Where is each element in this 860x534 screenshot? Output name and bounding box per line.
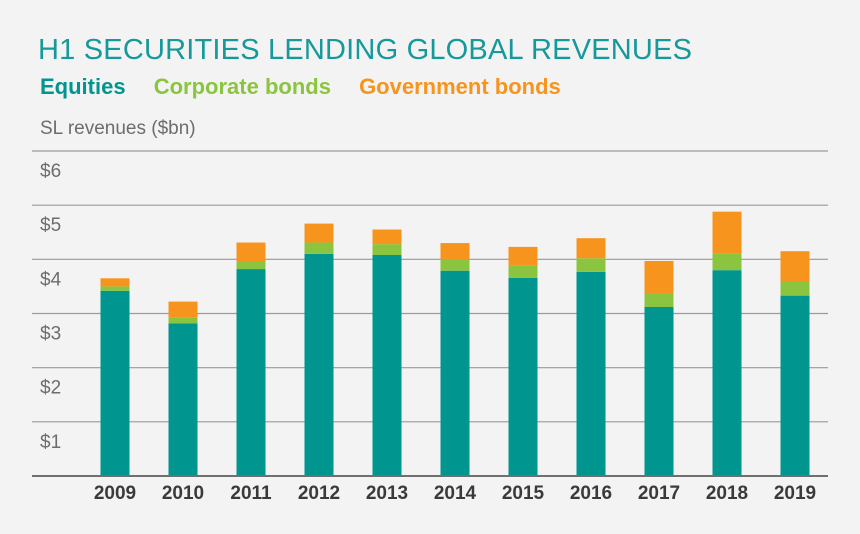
bar-government-bonds-2016 [576,238,606,259]
bar-corporate-bonds-2010 [168,317,198,324]
bar-government-bonds-2012 [304,223,334,243]
bar-corporate-bonds-2017 [644,293,674,307]
x-tick-label-2012: 2012 [298,483,340,504]
x-tick-label-2018: 2018 [706,483,748,504]
bar-corporate-bonds-2016 [576,258,606,272]
bar-corporate-bonds-2019 [780,281,810,296]
bar-equities-2016 [576,271,606,476]
bar-equities-2018 [712,270,742,476]
x-tick-label-2015: 2015 [502,483,545,504]
x-tick-label-2013: 2013 [366,483,408,504]
x-tick-label-2019: 2019 [774,483,816,504]
legend: Equities Corporate bonds Government bond… [40,74,583,100]
legend-item-equities: Equities [40,74,126,99]
x-tick-label-2014: 2014 [434,483,477,504]
x-tick-label-2009: 2009 [94,483,136,504]
y-tick-label: $6 [40,161,61,182]
bar-equities-2017 [644,307,674,476]
y-tick-label: $5 [40,215,61,236]
bar-equities-2012 [304,253,334,476]
bar-government-bonds-2013 [372,229,402,245]
bar-government-bonds-2017 [644,260,674,294]
bar-corporate-bonds-2015 [508,265,538,278]
bar-government-bonds-2018 [712,211,742,254]
bar-corporate-bonds-2012 [304,242,334,254]
bar-equities-2009 [100,290,130,476]
x-tick-label-2016: 2016 [570,483,612,504]
bar-equities-2011 [236,269,266,476]
bar-equities-2019 [780,295,810,476]
x-tick-label-2010: 2010 [162,483,204,504]
y-tick-label: $1 [40,432,61,453]
y-tick-label: $3 [40,324,61,345]
bar-corporate-bonds-2013 [372,244,402,255]
bar-equities-2014 [440,270,470,476]
legend-item-government-bonds: Government bonds [359,74,561,99]
y-tick-label: $4 [40,269,62,290]
y-axis-label: SL revenues ($bn) [40,118,196,139]
bar-corporate-bonds-2018 [712,253,742,271]
bar-corporate-bonds-2014 [440,259,470,271]
y-tick-label: $2 [40,378,61,399]
bar-government-bonds-2014 [440,243,470,260]
bar-government-bonds-2010 [168,301,198,318]
bar-equities-2010 [168,323,198,476]
x-tick-label-2017: 2017 [638,483,680,504]
bar-government-bonds-2015 [508,246,538,266]
legend-item-corporate-bonds: Corporate bonds [153,74,331,99]
bar-corporate-bonds-2009 [100,286,130,291]
bar-government-bonds-2009 [100,278,130,287]
bar-government-bonds-2019 [780,251,810,281]
bar-equities-2013 [372,255,402,476]
chart-title: H1 SECURITIES LENDING GLOBAL REVENUES [38,34,693,66]
bar-government-bonds-2011 [236,242,266,262]
x-tick-label-2011: 2011 [230,483,272,504]
bar-equities-2015 [508,277,538,476]
bar-corporate-bonds-2011 [236,261,266,270]
